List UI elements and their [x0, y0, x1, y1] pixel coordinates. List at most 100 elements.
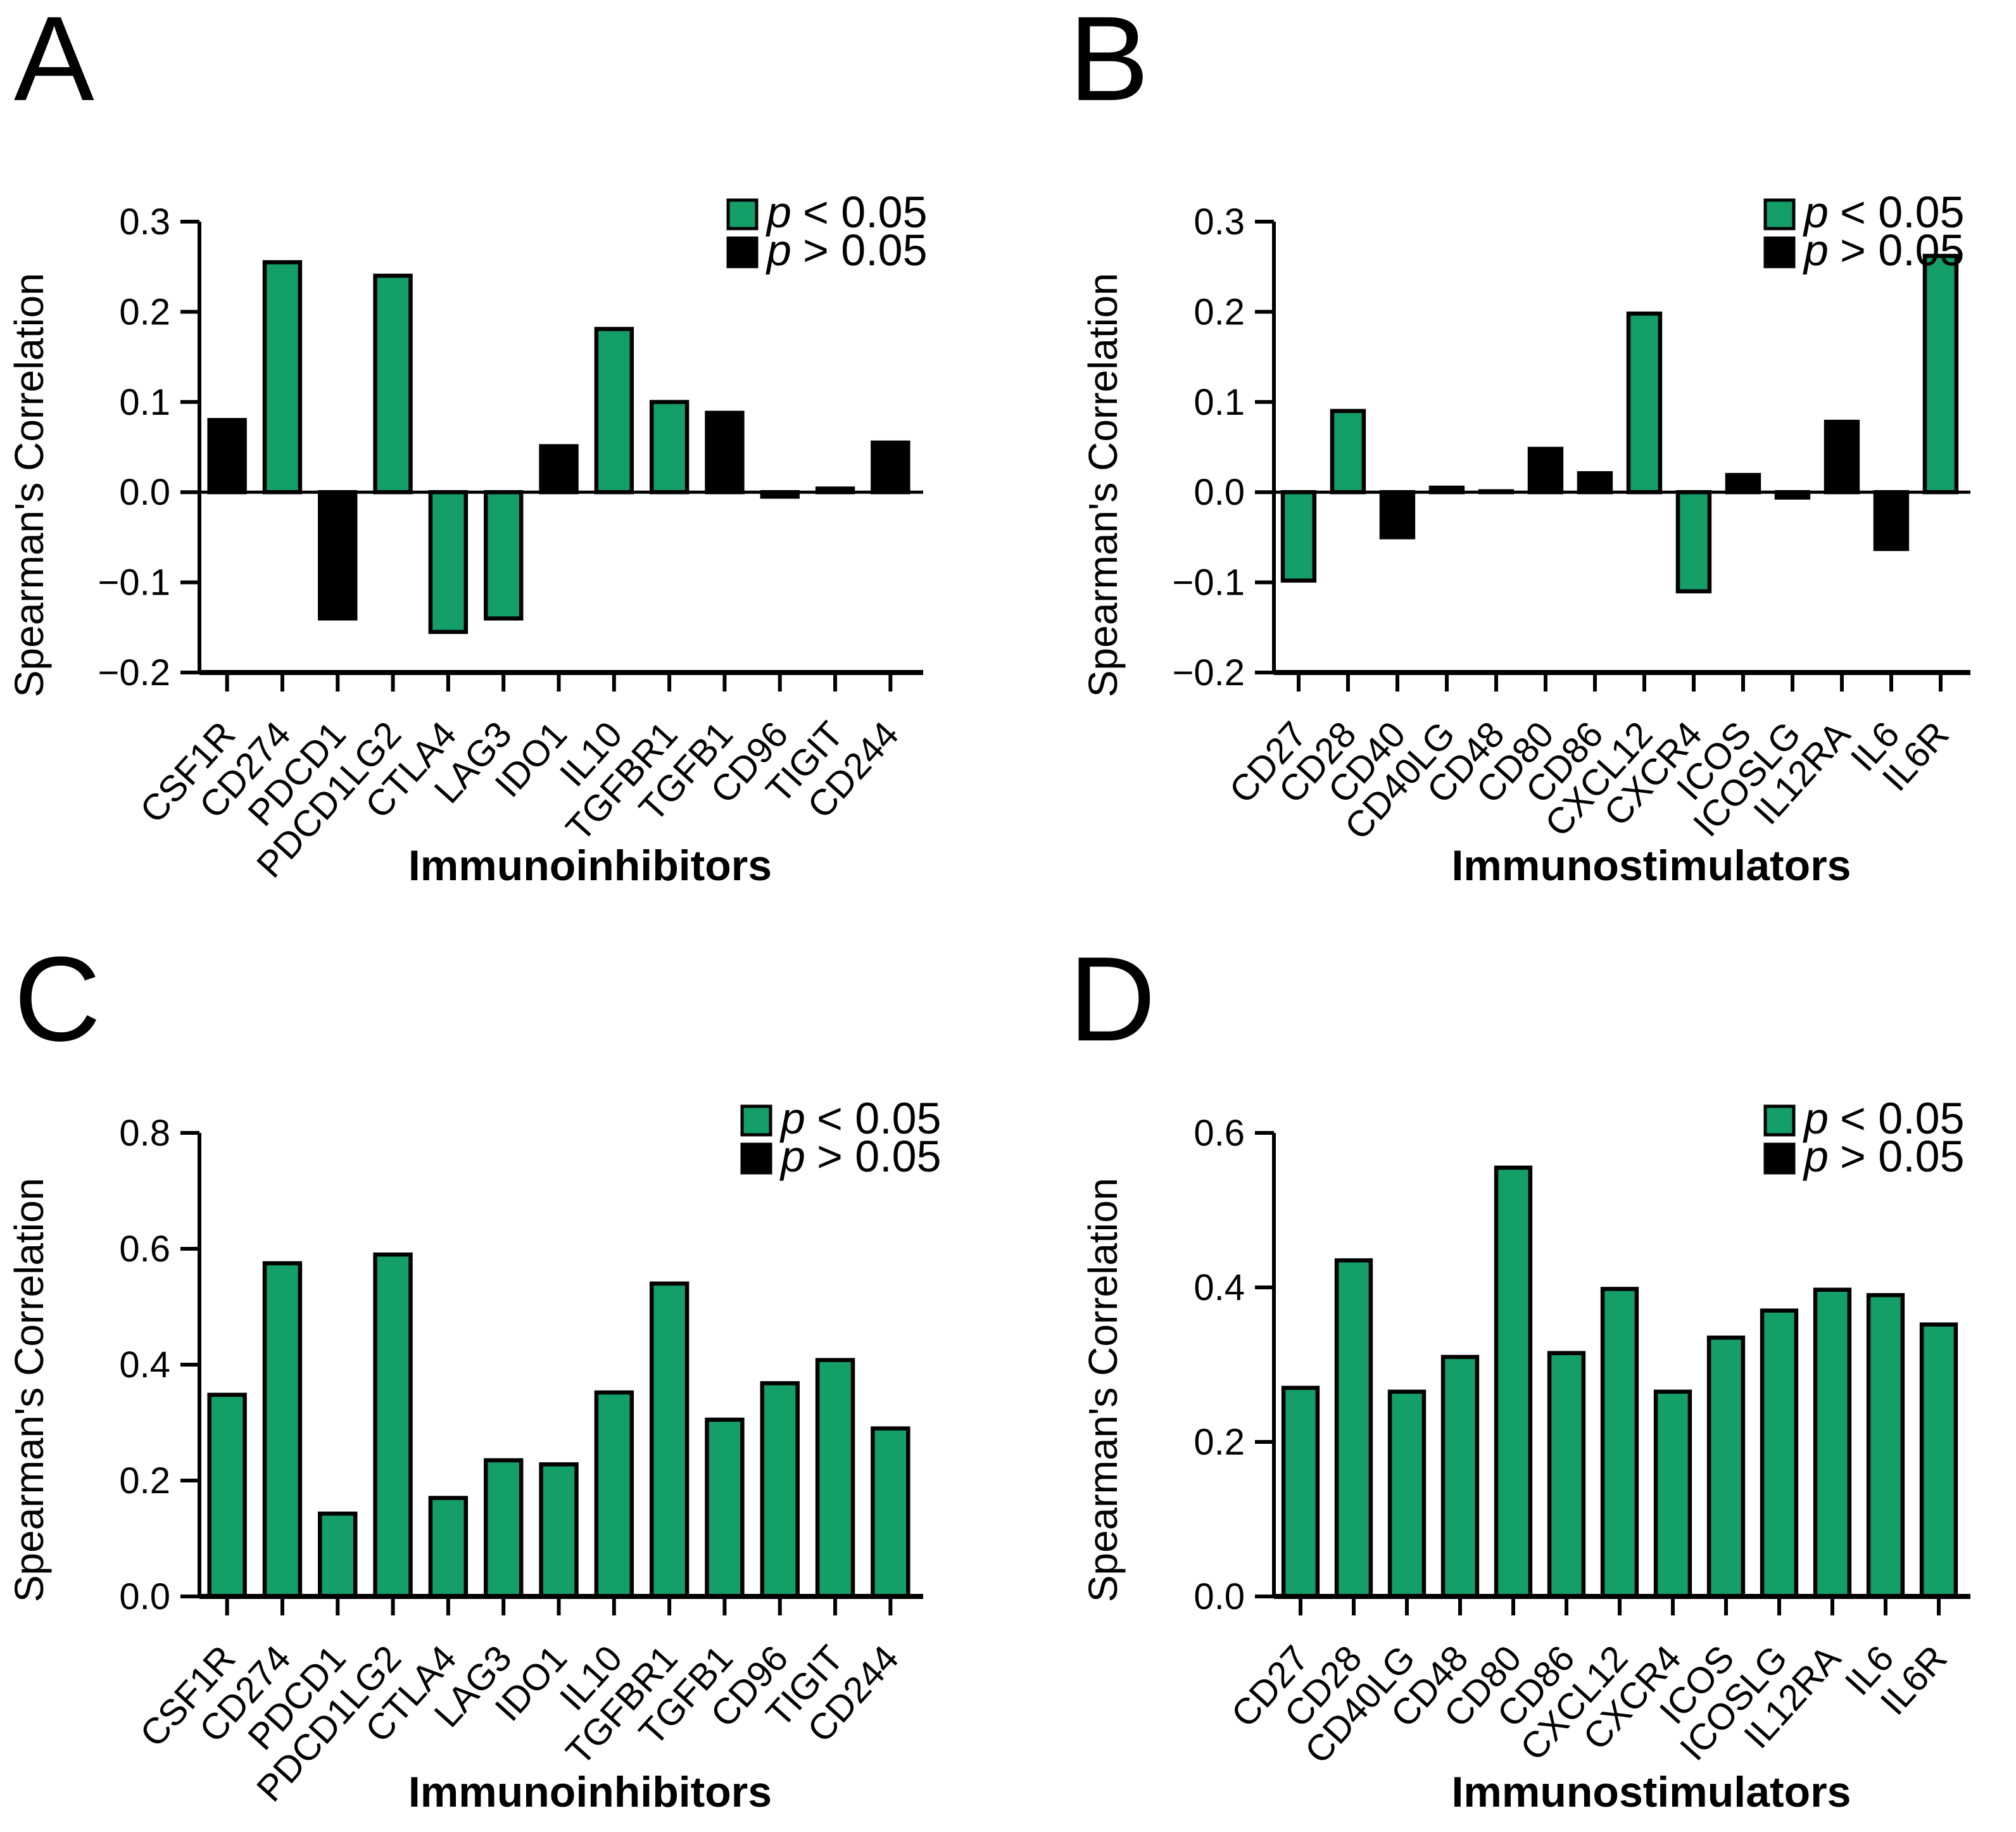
- bar-CD244: [871, 1426, 910, 1599]
- y-tick-label: 0.2: [1194, 291, 1245, 332]
- bar-CD27: [1280, 490, 1317, 583]
- y-tick-label: −0.1: [98, 562, 171, 603]
- bar-ICOSLG: [1760, 1308, 1799, 1599]
- bar-CTLA4: [428, 1496, 469, 1599]
- bar-CD27: [1281, 1386, 1320, 1599]
- bar-PDCD1: [318, 1511, 358, 1599]
- bar-CD244: [871, 440, 910, 495]
- legend-condition: < 0.05: [1840, 1094, 1965, 1143]
- bar-LAG3: [484, 490, 524, 621]
- y-tick-label: 0.0: [1194, 472, 1245, 513]
- y-tick-label: 0.3: [1194, 201, 1245, 243]
- x-axis-title: Immunostimulators: [1452, 1768, 1851, 1816]
- bar-IL12RA: [1813, 1287, 1852, 1599]
- y-axis-title: Spearman's Correlation: [6, 1178, 52, 1602]
- legend-swatch-significant: [1763, 198, 1796, 231]
- bar-TGFBR1: [649, 1281, 690, 1599]
- bar-PDCD1LG2: [373, 1252, 413, 1599]
- y-tick-label: 0.4: [119, 1344, 170, 1386]
- legend-label: p < 0.05: [1803, 1094, 1965, 1143]
- y-tick-label: 0.2: [1194, 1422, 1245, 1463]
- panel-b-chart: B0.30.20.10.0−0.1−0.2CD27CD28CD40CD40LGC…: [1069, 0, 1970, 890]
- legend-label: p < 0.05: [779, 1094, 942, 1143]
- bar-CD40LG: [1387, 1389, 1427, 1599]
- legend-condition: < 0.05: [803, 187, 928, 237]
- y-tick-label: −0.2: [1173, 652, 1245, 693]
- legend-swatch-significant: [1763, 1104, 1796, 1137]
- panel-letter: A: [14, 0, 94, 126]
- legend-condition: < 0.05: [817, 1094, 942, 1143]
- bar-IL12RA: [1824, 419, 1860, 495]
- y-tick-label: 0.1: [1194, 382, 1245, 423]
- bar-PDCD1LG2: [373, 274, 413, 495]
- bar-IL6: [1866, 1292, 1905, 1599]
- bar-IL6: [1873, 490, 1910, 552]
- bar-CD80: [1527, 446, 1564, 495]
- legend-condition: > 0.05: [1840, 225, 1965, 275]
- y-tick-label: 0.2: [119, 1460, 170, 1501]
- y-tick-label: 0.6: [119, 1229, 170, 1270]
- y-tick-label: 0.2: [119, 291, 170, 332]
- bar-CD40: [1379, 490, 1416, 540]
- bar-CXCL12: [1600, 1287, 1639, 1599]
- y-axis-title: Spearman's Correlation: [6, 273, 52, 697]
- panel-letter: D: [1069, 932, 1156, 1066]
- legend-p-symbol: p: [765, 187, 791, 237]
- bar-CXCR4: [1675, 490, 1712, 594]
- legend-swatch-not_significant: [740, 1142, 772, 1175]
- bar-CTLA4: [428, 490, 469, 635]
- panel-a-chart: A0.30.20.10.0−0.1−0.2CSF1RCD274PDCD1PDCD…: [6, 0, 928, 890]
- legend-condition: > 0.05: [817, 1132, 942, 1181]
- bar-CXCL12: [1626, 311, 1663, 495]
- legend-label: p > 0.05: [1803, 1132, 1965, 1181]
- bar-CD86: [1547, 1351, 1586, 1599]
- bar-CD274: [262, 1261, 303, 1599]
- bar-CD274: [262, 260, 303, 495]
- legend-p-symbol: p: [1803, 225, 1829, 275]
- legend-label: p < 0.05: [1803, 187, 1965, 237]
- legend-p-symbol: p: [1803, 187, 1829, 237]
- bar-TGFB1: [705, 410, 745, 495]
- bar-IL10: [594, 1390, 634, 1599]
- legend-p-symbol: p: [779, 1094, 805, 1143]
- y-tick-label: −0.1: [1173, 562, 1245, 603]
- bar-ICOS: [1725, 472, 1761, 495]
- bar-CD80: [1494, 1165, 1533, 1599]
- bar-PDCD1: [318, 490, 358, 621]
- legend-condition: > 0.05: [803, 225, 928, 275]
- bar-IL6R: [1922, 253, 1959, 495]
- legend-p-symbol: p: [779, 1132, 805, 1181]
- bar-CD28: [1334, 1258, 1373, 1599]
- panel-letter: C: [14, 932, 101, 1066]
- y-tick-label: 0.8: [119, 1113, 170, 1154]
- y-axis-title: Spearman's Correlation: [1080, 1178, 1126, 1602]
- legend-label: p > 0.05: [779, 1132, 942, 1181]
- y-tick-label: 0.0: [119, 472, 170, 513]
- legend-swatch-significant: [726, 198, 759, 231]
- bar-CD96: [760, 1381, 800, 1599]
- y-tick-label: 0.4: [1194, 1267, 1245, 1308]
- bar-IL10: [594, 327, 634, 495]
- legend-label: p < 0.05: [765, 187, 928, 237]
- legend-label: p > 0.05: [1803, 225, 1965, 275]
- bar-ICOS: [1706, 1336, 1746, 1599]
- legend-swatch-not_significant: [1763, 236, 1796, 268]
- legend-p-symbol: p: [1803, 1132, 1829, 1181]
- bar-CXCR4: [1653, 1389, 1692, 1599]
- y-tick-label: −0.2: [98, 652, 171, 693]
- x-axis-title: Immunoinhibitors: [408, 1768, 772, 1816]
- x-axis-title: Immunostimulators: [1452, 842, 1851, 890]
- y-tick-label: 0.0: [1194, 1576, 1245, 1617]
- legend-label: p > 0.05: [765, 225, 928, 275]
- bar-CD48: [1440, 1355, 1480, 1599]
- panel-c-chart: C0.80.60.40.20.0CSF1RCD274PDCD1PDCD1LG2C…: [6, 932, 942, 1816]
- bar-IDO1: [539, 1462, 579, 1599]
- legend-condition: < 0.05: [1840, 187, 1965, 237]
- bar-CSF1R: [207, 1393, 247, 1599]
- bar-CSF1R: [207, 418, 247, 495]
- bar-IL6R: [1919, 1322, 1958, 1599]
- panel-letter: B: [1069, 0, 1149, 126]
- y-tick-label: 0.1: [119, 382, 170, 423]
- bar-CD86: [1577, 471, 1613, 495]
